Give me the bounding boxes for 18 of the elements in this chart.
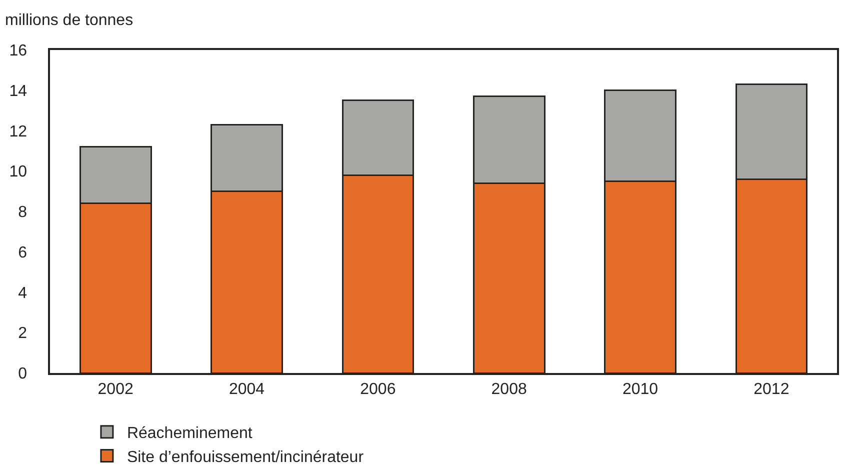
y-tick-label: 8 [18,204,28,222]
x-tick-label: 2004 [228,380,265,398]
y-tick-label: 14 [9,82,28,100]
y-tick-label: 6 [18,244,28,262]
y-tick-label: 0 [18,366,28,383]
y-tick-label: 12 [9,123,28,140]
y-tick-label: 4 [18,284,28,302]
x-tick-label: 2010 [622,380,658,398]
x-tick-label: 2006 [360,380,396,398]
y-tick-label: 16 [9,42,28,60]
legend-label: Réacheminement [126,425,253,442]
x-tick-label: 2008 [491,380,527,398]
y-tick-label: 10 [9,164,28,181]
x-tick-label: 2012 [754,380,790,398]
x-tick-label: 2002 [98,380,134,398]
y-tick-label: 2 [18,325,28,342]
y-axis-title: millions de tonnes [5,12,134,29]
legend-label: Site d’enfouissement/incinérateur [126,448,364,466]
